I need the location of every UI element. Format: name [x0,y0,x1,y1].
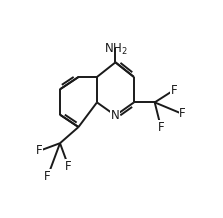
Text: F: F [158,121,164,134]
Text: F: F [65,160,72,173]
Text: N: N [111,109,120,122]
Text: F: F [179,107,186,120]
Text: F: F [36,144,43,157]
Text: F: F [44,170,51,183]
Text: NH$_2$: NH$_2$ [103,42,127,57]
Text: F: F [171,83,177,97]
